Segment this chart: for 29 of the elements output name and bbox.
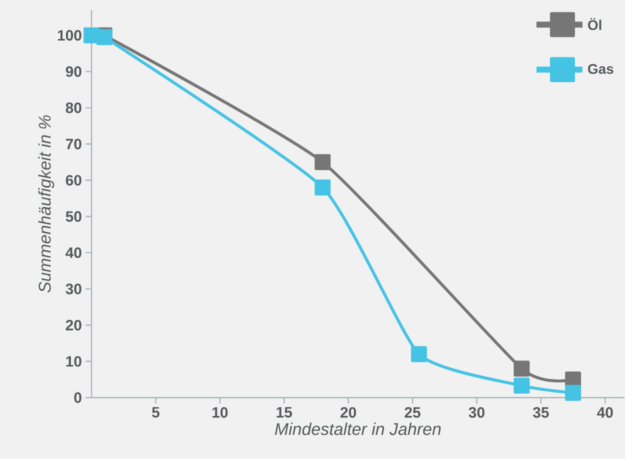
point bbox=[314, 154, 331, 170]
x-tick-label: 10 bbox=[212, 407, 228, 418]
x-tick-label: 5 bbox=[152, 407, 160, 418]
y-tick-label: 30 bbox=[66, 284, 82, 294]
y-tick-label: 70 bbox=[66, 138, 82, 150]
x-tick-label: 20 bbox=[340, 407, 356, 418]
legend-label: Öl bbox=[588, 18, 602, 30]
x-tick-label: 30 bbox=[468, 407, 484, 418]
y-tick-label: 0 bbox=[74, 392, 82, 404]
y-tick-label: 20 bbox=[66, 320, 82, 331]
point bbox=[314, 180, 331, 196]
legend-label: Gas bbox=[588, 64, 614, 74]
x-tick-label: 15 bbox=[276, 407, 292, 418]
y-tick-label: 60 bbox=[66, 175, 82, 186]
point bbox=[410, 346, 427, 362]
x-tick-label: 35 bbox=[532, 407, 549, 418]
x-tick-label: 25 bbox=[404, 407, 420, 418]
y-tick-label: 80 bbox=[66, 102, 82, 114]
y-tick-label: 100 bbox=[58, 30, 82, 41]
y-tick-label: 50 bbox=[66, 211, 82, 222]
point bbox=[514, 360, 530, 377]
y-axis-title: Summenhäufigkeit in % bbox=[38, 116, 54, 293]
x-tick-label: 40 bbox=[597, 407, 613, 418]
y-tick-label: 40 bbox=[66, 248, 82, 258]
point bbox=[565, 385, 582, 402]
point bbox=[514, 378, 530, 394]
y-tick-label: 90 bbox=[66, 66, 82, 78]
y-tick-label: 10 bbox=[66, 356, 82, 367]
x-axis-title: Mindestalter in Jahren bbox=[274, 422, 441, 436]
